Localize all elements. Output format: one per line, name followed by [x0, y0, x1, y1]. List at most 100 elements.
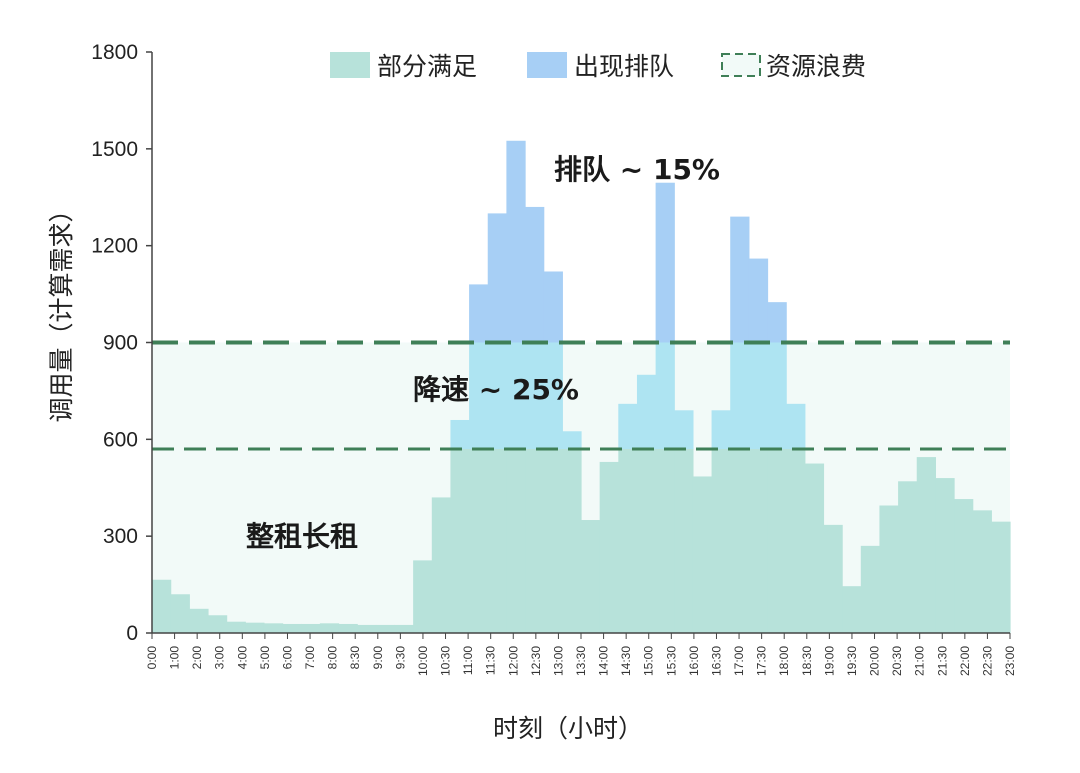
x-tick-label: 9:00	[371, 646, 385, 670]
x-tick-label: 21:00	[913, 646, 927, 676]
x-tick-label: 15:30	[664, 646, 678, 676]
bar-partial	[879, 505, 899, 633]
bar-partial	[170, 594, 190, 633]
x-tick-label: 16:30	[709, 646, 723, 676]
x-tick-label: 1:00	[168, 646, 182, 670]
bar-queue	[506, 140, 526, 343]
bar-partial	[189, 608, 209, 633]
x-tick-label: 6:00	[280, 646, 294, 670]
bar-slowdown	[674, 410, 694, 450]
bar-partial	[991, 521, 1011, 633]
x-tick-label: 22:30	[980, 646, 994, 676]
bar-slowdown	[655, 342, 675, 450]
x-tick-label: 14:00	[597, 646, 611, 676]
bar-partial	[469, 449, 489, 633]
bar-partial	[245, 622, 265, 633]
bar-slowdown	[618, 403, 638, 450]
x-tick-label: 11:00	[461, 646, 475, 675]
legend-label-partial: 部分满足	[377, 52, 477, 81]
x-tick-label: 10:00	[416, 646, 430, 676]
bar-queue	[730, 216, 750, 343]
x-tick-label: 10:30	[439, 646, 453, 676]
bar-partial	[282, 623, 302, 633]
bar-partial	[581, 520, 601, 633]
bar-partial	[450, 449, 470, 633]
bar-slowdown	[450, 419, 470, 450]
bar-partial	[431, 497, 452, 633]
axes: 0 300 600 900 1200 1500 1800 0:00 1:00 2:00 3:00 4:…	[91, 41, 1017, 676]
bar-slowdown	[748, 342, 769, 450]
x-tick-label: 7:00	[303, 646, 317, 670]
x-tick-label: 21:30	[935, 646, 949, 676]
x-tick-label: 23:00	[1003, 646, 1017, 676]
bar-slowdown	[487, 342, 507, 450]
bar-partial	[506, 449, 526, 633]
bar-slowdown	[469, 342, 489, 450]
x-tick-label: 2:00	[190, 646, 204, 670]
x-tick-label: 16:00	[687, 646, 701, 676]
bar-partial	[655, 449, 675, 633]
bar-partial	[263, 623, 284, 633]
legend-swatch-waste	[721, 53, 761, 77]
x-tick-label: 13:00	[551, 646, 565, 676]
x-tick-label: 17:00	[732, 646, 746, 676]
plot-area	[152, 140, 1011, 633]
bar-slowdown	[767, 342, 787, 450]
bar-partial	[207, 615, 228, 633]
bar-queue	[487, 213, 507, 343]
x-tick-label: 17:30	[755, 646, 769, 676]
bar-queue	[543, 271, 563, 343]
bar-partial	[562, 449, 582, 633]
x-tick-label: 15:00	[642, 646, 656, 676]
bar-partial	[804, 463, 825, 633]
x-tick-label: 22:00	[958, 646, 972, 676]
bar-partial	[413, 560, 433, 633]
x-tick-label: 12:00	[506, 646, 520, 676]
x-tick-label: 14:30	[619, 646, 633, 676]
bar-partial	[152, 579, 172, 633]
bar-partial	[935, 478, 955, 633]
x-tick-label: 18:30	[800, 646, 814, 676]
x-tick-label: 20:00	[868, 646, 882, 676]
annotation-longterm: 整租长租	[246, 520, 358, 553]
bar-partial	[319, 623, 340, 633]
bar-queue	[469, 284, 489, 343]
legend-label-waste: 资源浪费	[766, 52, 866, 81]
bar-slowdown	[506, 342, 526, 450]
bar-slowdown	[730, 342, 750, 450]
bar-slowdown	[711, 410, 731, 450]
legend-label-queue: 出现排队	[574, 52, 674, 81]
x-tick-label: 3:00	[213, 646, 227, 670]
bar-partial	[916, 457, 936, 633]
bar-slowdown	[636, 374, 657, 450]
bar-queue	[525, 206, 545, 343]
x-tick-label: 11:30	[484, 646, 498, 675]
legend: 部分满足 出现排队 资源浪费	[330, 52, 866, 81]
bar-partial	[599, 461, 619, 633]
y-tick-label: 300	[103, 525, 138, 548]
bar-partial	[823, 524, 843, 633]
bar-queue	[655, 182, 675, 343]
legend-swatch-queue	[527, 52, 567, 78]
x-tick-label: 20:30	[890, 646, 904, 676]
bar-partial	[954, 499, 974, 633]
x-tick-label: 4:00	[235, 646, 249, 670]
y-tick-label: 1500	[91, 138, 138, 161]
y-axis-title: 调用量（计算需求）	[47, 197, 76, 422]
x-tick-label: 19:30	[845, 646, 859, 676]
x-tick-label: 8:30	[348, 646, 362, 670]
y-tick-label: 1200	[91, 235, 138, 258]
bar-partial	[357, 624, 377, 633]
x-tick-label: 18:00	[777, 646, 791, 676]
bar-partial	[525, 449, 545, 633]
y-tick-label: 900	[103, 332, 138, 355]
bar-slowdown	[525, 342, 545, 450]
bar-partial	[692, 476, 713, 633]
bar-queue	[767, 302, 787, 343]
bar-partial	[338, 623, 358, 633]
bar-partial	[487, 449, 507, 633]
bar-partial	[543, 449, 563, 633]
bar-queue	[748, 258, 769, 343]
x-tick-label: 12:30	[529, 646, 543, 676]
annotation-queue: 排队 ~ 15%	[554, 153, 720, 186]
